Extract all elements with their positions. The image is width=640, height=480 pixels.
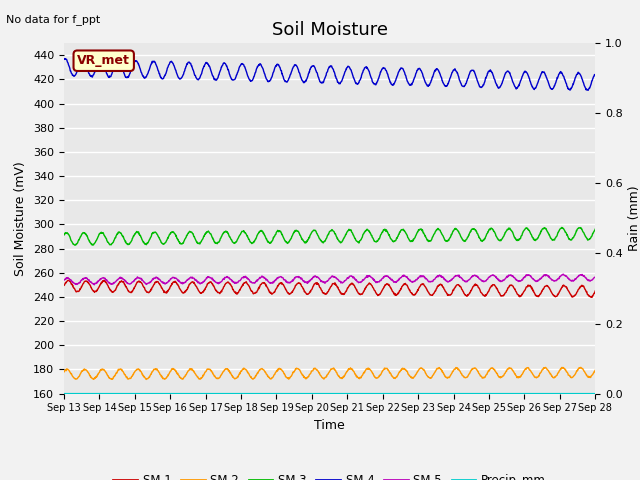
Y-axis label: Rain (mm): Rain (mm) <box>628 186 640 251</box>
Title: Soil Moisture: Soil Moisture <box>271 21 388 39</box>
X-axis label: Time: Time <box>314 419 345 432</box>
Y-axis label: Soil Moisture (mV): Soil Moisture (mV) <box>15 161 28 276</box>
Text: No data for f_ppt: No data for f_ppt <box>6 14 100 25</box>
Legend: SM 1, SM 2, SM 3, SM 4, SM 5, Precip_mm: SM 1, SM 2, SM 3, SM 4, SM 5, Precip_mm <box>109 469 550 480</box>
Text: VR_met: VR_met <box>77 54 130 67</box>
